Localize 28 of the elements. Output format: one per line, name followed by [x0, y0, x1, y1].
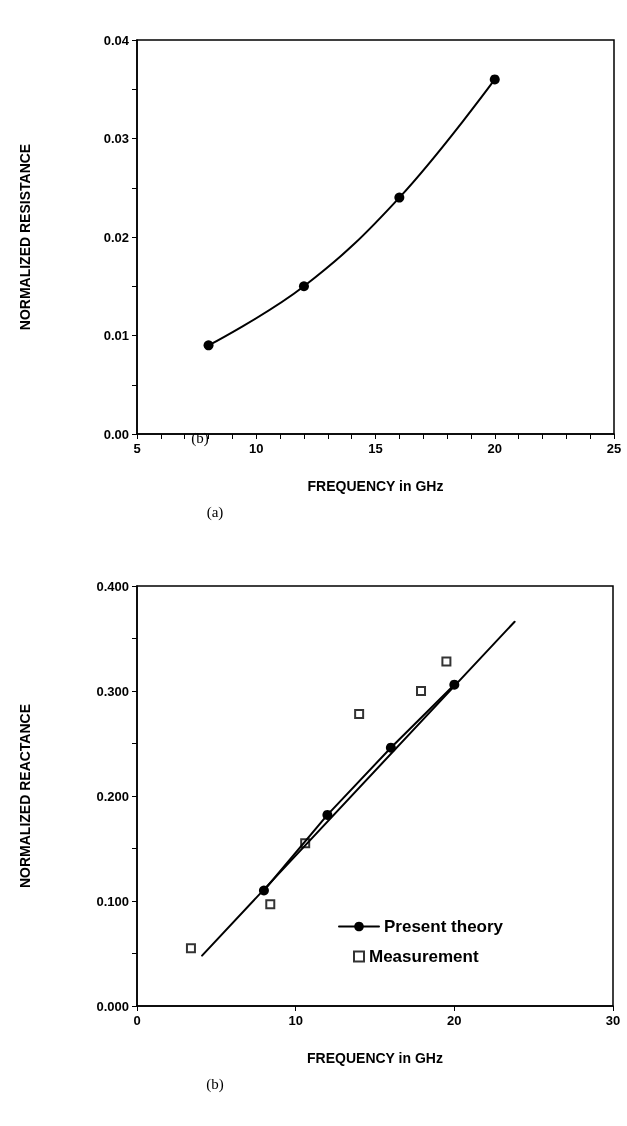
y-axis-title: NORMALIZED REACTANCE [17, 703, 33, 889]
y-tick-label: 0.01 [103, 328, 129, 343]
x-tick-label: 20 [487, 441, 502, 456]
x-axis-title: FREQUENCY in GHz [307, 1050, 443, 1066]
text: (a) [206, 504, 224, 521]
text: (b) [206, 1076, 224, 1093]
y-tick-label: 0.00 [103, 426, 129, 442]
x-tick-label: 5 [133, 441, 141, 456]
y-axis-title: NORMALIZED RESISTANCE [17, 143, 33, 331]
y-tick-label: 0.100 [96, 893, 129, 909]
y-tick-label: 0.200 [96, 788, 129, 804]
y-tick-label: 0.04 [103, 32, 130, 48]
x-tick-label: 20 [447, 1013, 462, 1028]
x-tick-label: 10 [249, 441, 264, 456]
y-tick-label: 0.000 [96, 998, 129, 1014]
legend-label: Measurement [369, 947, 479, 966]
legend-label: Present theory [384, 917, 504, 936]
x-axis-title: FREQUENCY in GHz [307, 478, 444, 494]
x-tick-label: 0 [133, 1013, 141, 1028]
y-tick-label: 0.300 [96, 683, 129, 699]
y-tick-label: 0.03 [103, 131, 129, 146]
x-tick-label: 25 [606, 441, 622, 456]
annotation: (b) [191, 430, 209, 447]
y-tick-label: 0.02 [103, 229, 129, 245]
x-tick-label: 10 [288, 1013, 303, 1028]
x-tick-label: 15 [368, 441, 383, 456]
x-tick-label: 30 [605, 1013, 621, 1028]
y-tick-label: 0.400 [96, 578, 129, 594]
